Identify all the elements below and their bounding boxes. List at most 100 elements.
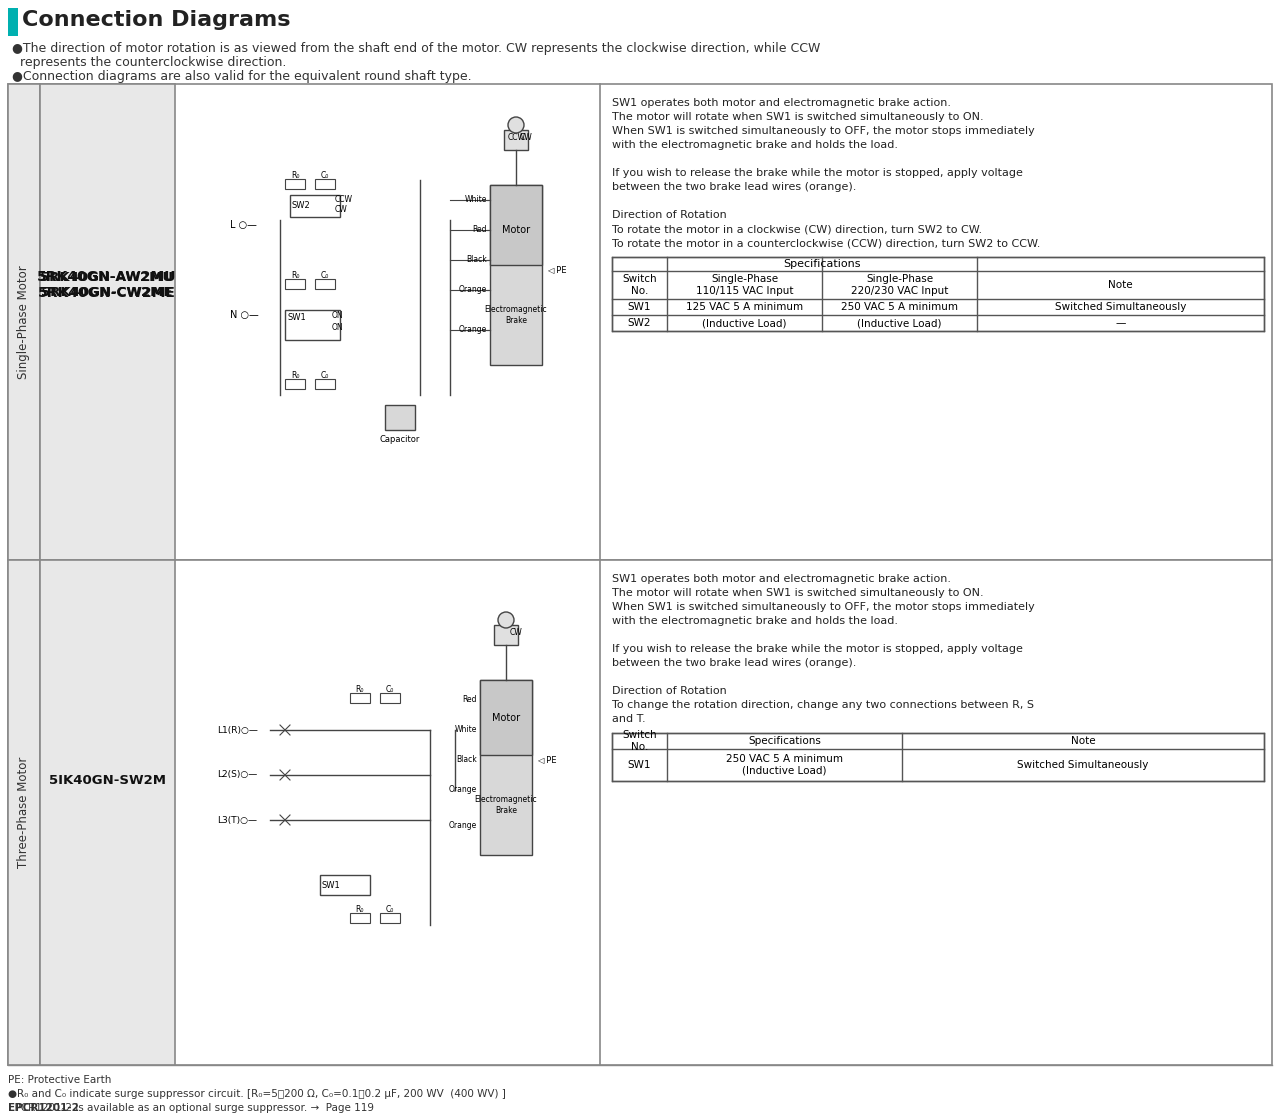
Text: CW: CW (520, 133, 532, 142)
Text: (Inductive Load): (Inductive Load) (858, 318, 942, 328)
Text: Capacitor: Capacitor (380, 435, 420, 444)
Text: Direction of Rotation: Direction of Rotation (612, 210, 727, 220)
Text: Three-Phase Motor: Three-Phase Motor (18, 756, 31, 868)
Text: Switch
No.: Switch No. (622, 274, 657, 295)
Bar (480, 680, 532, 755)
Text: EPCR1201-2: EPCR1201-2 (8, 1103, 79, 1113)
Text: R₀: R₀ (291, 170, 300, 179)
Text: Specifications: Specifications (783, 258, 860, 269)
Text: ●The direction of motor rotation is as viewed from the shaft end of the motor. C: ●The direction of motor rotation is as v… (12, 43, 820, 55)
Text: 250 VAC 5 A minimum: 250 VAC 5 A minimum (841, 302, 957, 312)
Text: 5RK40GN-AW2MU
5RK40GN-CW2ME: 5RK40GN-AW2MU 5RK40GN-CW2ME (41, 271, 174, 299)
Text: Orange: Orange (449, 786, 477, 794)
Text: ON: ON (332, 323, 343, 332)
Text: N ○—: N ○— (230, 310, 259, 320)
Text: Switched Simultaneously: Switched Simultaneously (1018, 760, 1148, 770)
Bar (480, 680, 532, 855)
Text: Specifications: Specifications (748, 736, 820, 746)
Text: SW1 operates both motor and electromagnetic brake action.: SW1 operates both motor and electromagne… (612, 574, 951, 584)
Text: The motor will rotate when SW1 is switched simultaneously to ON.: The motor will rotate when SW1 is switch… (612, 587, 983, 598)
Bar (40, 84, 175, 560)
Bar (285, 310, 340, 340)
Bar (8, 560, 1272, 1065)
Text: Motor: Motor (502, 225, 530, 235)
Text: ◁ PE: ◁ PE (538, 755, 557, 764)
Text: R₀: R₀ (356, 686, 365, 695)
Text: If you wish to release the brake while the motor is stopped, apply voltage: If you wish to release the brake while t… (612, 168, 1023, 178)
Bar (504, 130, 529, 150)
Bar (315, 179, 335, 189)
Bar (315, 379, 335, 389)
Text: represents the counterclockwise direction.: represents the counterclockwise directio… (12, 56, 287, 69)
Text: 5RK40GN-AW2MU
5RK40GN-CW2ME: 5RK40GN-AW2MU 5RK40GN-CW2ME (37, 270, 177, 300)
Text: R₀: R₀ (291, 370, 300, 379)
Text: ●R₀ and C₀ indicate surge suppressor circuit. [R₀=5～200 Ω, C₀=0.1～0.2 μF, 200 WV: ●R₀ and C₀ indicate surge suppressor cir… (8, 1089, 506, 1099)
Text: Motor: Motor (492, 713, 520, 723)
Text: CW: CW (335, 206, 348, 215)
Text: with the electromagnetic brake and holds the load.: with the electromagnetic brake and holds… (612, 140, 899, 150)
Text: PE: Protective Earth: PE: Protective Earth (8, 1075, 111, 1085)
Circle shape (508, 117, 524, 133)
Text: To change the rotation direction, change any two connections between R, S: To change the rotation direction, change… (612, 700, 1034, 709)
Text: 250 VAC 5 A minimum
(Inductive Load): 250 VAC 5 A minimum (Inductive Load) (726, 754, 844, 775)
Text: between the two brake lead wires (orange).: between the two brake lead wires (orange… (612, 182, 856, 192)
Bar (349, 913, 370, 923)
Bar (8, 84, 1272, 560)
Text: CW: CW (509, 628, 522, 637)
Text: Electromagnetic
Brake: Electromagnetic Brake (475, 796, 538, 815)
Bar (380, 913, 399, 923)
Bar (8, 8, 18, 36)
Text: 125 VAC 5 A minimum: 125 VAC 5 A minimum (686, 302, 803, 312)
Text: Switch
No.: Switch No. (622, 731, 657, 752)
Text: (Inductive Load): (Inductive Load) (703, 318, 787, 328)
Text: If you wish to release the brake while the motor is stopped, apply voltage: If you wish to release the brake while t… (612, 645, 1023, 653)
Bar (490, 185, 541, 265)
Text: with the electromagnetic brake and holds the load.: with the electromagnetic brake and holds… (612, 615, 899, 626)
Text: Switched Simultaneously: Switched Simultaneously (1055, 302, 1187, 312)
Text: C₀: C₀ (385, 905, 394, 914)
Text: C₀: C₀ (321, 170, 329, 179)
Text: C₀: C₀ (385, 686, 394, 695)
Text: Note: Note (1070, 736, 1096, 746)
Text: ◁ PE: ◁ PE (547, 265, 567, 274)
Text: Red: Red (462, 696, 477, 705)
Text: SW1: SW1 (627, 760, 652, 770)
Text: SW2: SW2 (292, 201, 311, 210)
Text: Note: Note (1108, 280, 1133, 290)
Bar (349, 693, 370, 703)
Bar (285, 279, 305, 289)
Text: Direction of Rotation: Direction of Rotation (612, 686, 727, 696)
Bar (8, 560, 40, 1065)
Bar (8, 84, 40, 560)
Text: Orange: Orange (458, 326, 486, 335)
Text: Single-Phase Motor: Single-Phase Motor (18, 265, 31, 379)
Text: L2(S)○—: L2(S)○— (218, 771, 257, 780)
Text: Orange: Orange (458, 285, 486, 294)
Text: and T.: and T. (612, 714, 645, 724)
Text: Electromagnetic
Brake: Electromagnetic Brake (485, 305, 548, 325)
Text: C₀: C₀ (321, 370, 329, 379)
Bar (40, 560, 175, 1065)
Text: L3(T)○—: L3(T)○— (218, 816, 257, 825)
Bar (285, 179, 305, 189)
Bar (315, 279, 335, 289)
Bar (612, 257, 1265, 331)
Text: C₀: C₀ (321, 271, 329, 280)
Text: —: — (1115, 318, 1125, 328)
Text: To rotate the motor in a counterclockwise (CCW) direction, turn SW2 to CCW.: To rotate the motor in a counterclockwis… (612, 238, 1041, 248)
Text: between the two brake lead wires (orange).: between the two brake lead wires (orange… (612, 658, 856, 668)
Text: Black: Black (456, 755, 477, 764)
Text: EPCR1201-2 is available as an optional surge suppressor. →  Page 119: EPCR1201-2 is available as an optional s… (8, 1103, 374, 1113)
Text: Orange: Orange (449, 820, 477, 829)
Text: When SW1 is switched simultaneously to OFF, the motor stops immediately: When SW1 is switched simultaneously to O… (612, 602, 1034, 612)
Bar (490, 185, 541, 365)
Text: White: White (454, 725, 477, 734)
Bar (291, 195, 340, 217)
Bar (285, 379, 305, 389)
Text: Black: Black (466, 255, 486, 264)
Text: SW1: SW1 (323, 881, 340, 890)
Text: SW1: SW1 (287, 313, 306, 322)
Text: 5IK40GN-SW2M: 5IK40GN-SW2M (49, 773, 165, 787)
Text: CCW: CCW (508, 133, 526, 142)
Text: CCW: CCW (335, 196, 353, 205)
